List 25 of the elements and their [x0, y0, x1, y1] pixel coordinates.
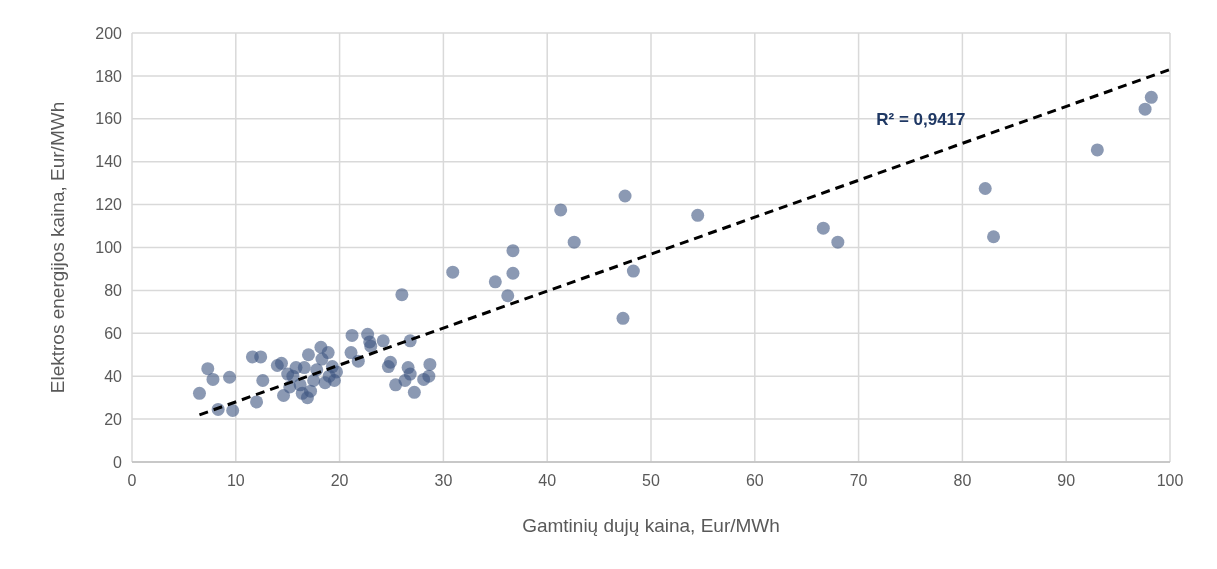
x-tick-label: 0	[127, 472, 137, 489]
x-tick-label: 90	[1057, 472, 1076, 489]
y-tick-label: 40	[104, 367, 123, 385]
x-axis-title: Gamtinių dujų kaina, Eur/MWh	[522, 515, 780, 536]
y-tick-label: 120	[95, 196, 123, 214]
y-tick-label: 0	[113, 453, 123, 471]
x-tick-label: 80	[953, 472, 972, 489]
x-tick-label: 70	[849, 472, 868, 489]
x-tick-label: 40	[538, 472, 557, 489]
annotation: R² = 0,9417	[876, 109, 966, 129]
y-tick-label: 80	[104, 282, 123, 299]
x-tick-label: 100	[1156, 472, 1184, 489]
x-tick-label: 30	[434, 472, 453, 489]
y-tick-label: 140	[95, 153, 123, 171]
y-tick-label: 20	[104, 410, 123, 428]
y-tick-label: 160	[95, 110, 123, 128]
y-tick-label: 100	[95, 239, 123, 257]
y-tick-label: 180	[95, 67, 123, 85]
y-tick-label: 200	[95, 24, 123, 42]
x-tick-label: 60	[745, 472, 764, 489]
x-tick-label: 10	[226, 472, 245, 489]
y-tick-label: 60	[104, 324, 123, 342]
x-tick-label: 50	[642, 472, 660, 489]
y-axis-title: Elektros energijos kaina, Eur/MWh	[47, 101, 68, 394]
x-tick-label: 20	[330, 472, 349, 489]
